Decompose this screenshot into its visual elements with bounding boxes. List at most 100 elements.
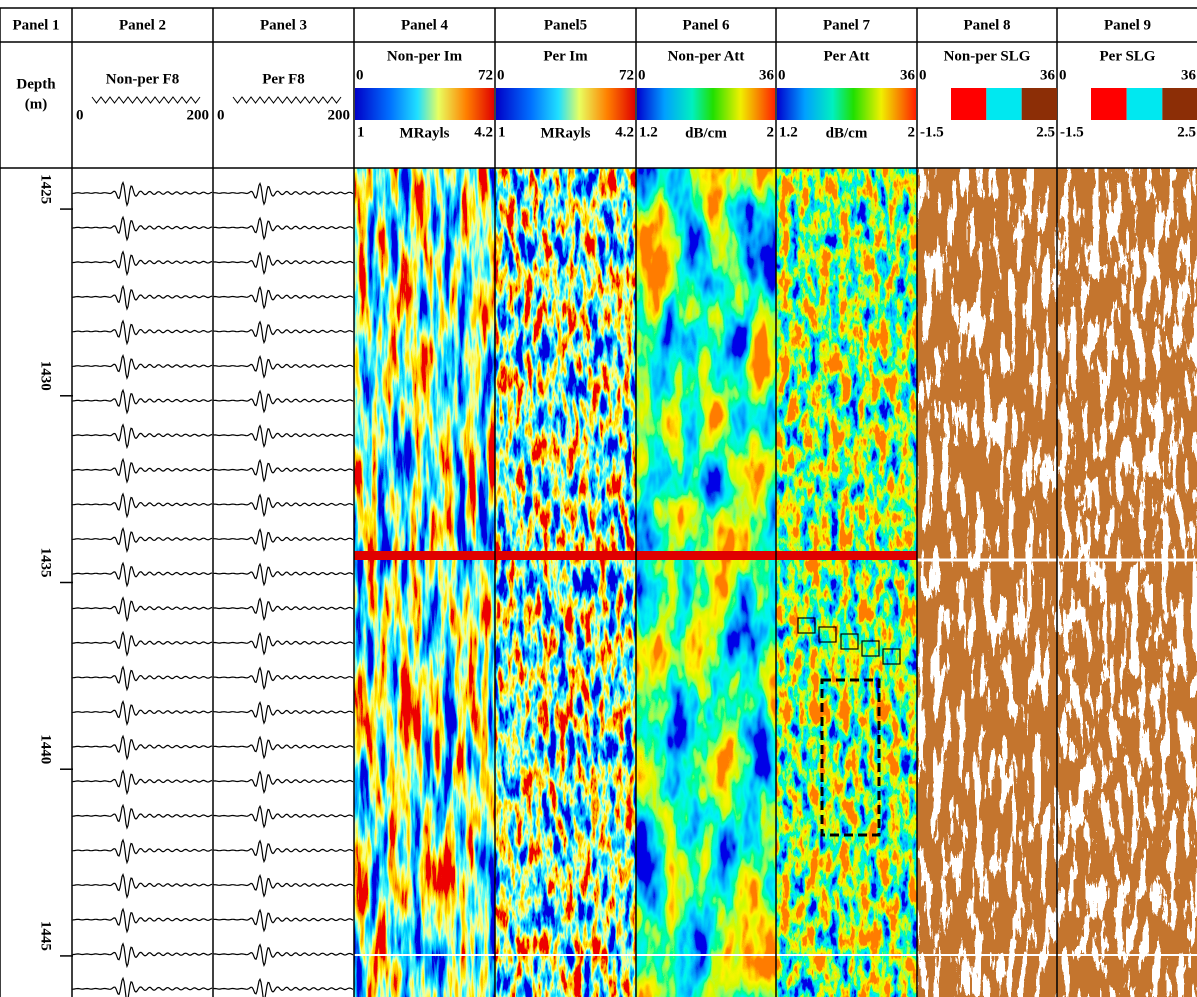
track-label: Per Im [543, 48, 588, 64]
depth-tick-label: 1425 [38, 174, 54, 204]
scale-min: 0 [356, 67, 364, 83]
track-label: Per F8 [262, 71, 305, 87]
waveform [72, 561, 213, 588]
dashed-box [820, 678, 881, 837]
waveform [213, 562, 354, 587]
scale-min: 0 [497, 67, 505, 83]
waveform [72, 250, 213, 277]
depth-unit: (m) [25, 96, 48, 112]
panel-title: Panel 1 [12, 17, 59, 33]
waveform [213, 701, 354, 725]
waveform [72, 803, 213, 830]
waveform [72, 319, 213, 346]
waveform [72, 354, 213, 380]
waveform [213, 182, 354, 206]
waveform [72, 388, 213, 415]
image-log [776, 168, 917, 997]
marker-box [840, 633, 859, 650]
waveform [213, 251, 354, 275]
depth-tick-label: 1435 [38, 548, 54, 578]
scale-min: 0 [919, 67, 927, 83]
waveform [72, 457, 213, 484]
waveform [72, 907, 213, 934]
image-log [1057, 168, 1197, 997]
panel-title: Panel 6 [682, 17, 730, 33]
waveform [72, 527, 213, 553]
colorbar-swatch [1162, 88, 1197, 120]
waveform [72, 181, 213, 207]
scale-max: 72 [619, 67, 634, 83]
waveform [213, 597, 354, 621]
panel-title: Panel 4 [401, 17, 449, 33]
waveform [213, 320, 354, 345]
scale-min: 0 [217, 107, 225, 123]
colorbar-min: 1 [357, 124, 365, 140]
scale-max: 36 [1040, 67, 1056, 83]
waveform [213, 216, 354, 241]
colorbar-max: 2 [767, 124, 775, 140]
waveform [72, 665, 213, 692]
colorbar-max: 4.2 [474, 124, 493, 140]
scale-min: 0 [638, 67, 646, 83]
colorbar [496, 88, 635, 120]
waveform [213, 493, 354, 518]
colorbar-min: -1.5 [920, 124, 944, 140]
waveform [213, 943, 354, 967]
waveform [72, 769, 213, 796]
waveform [72, 700, 213, 726]
colorbar-min: -1.5 [1060, 124, 1084, 140]
colorbar-max: 2 [908, 124, 916, 140]
colorbar-max: 2.5 [1177, 124, 1196, 140]
panel-title: Panel 3 [260, 17, 307, 33]
track-label: Non-per Im [387, 48, 463, 64]
waveform [213, 424, 354, 448]
marker-box [882, 648, 901, 665]
scale-max: 200 [187, 107, 210, 123]
colorbar-min: 1.2 [779, 124, 798, 140]
depth-tick-label: 1430 [38, 361, 54, 391]
waveform [72, 942, 213, 969]
track-label: Non-per F8 [106, 71, 179, 87]
waveform [213, 355, 354, 379]
waveform [213, 839, 354, 864]
scale-max: 72 [478, 67, 493, 83]
scale-min: 0 [1059, 67, 1067, 83]
track-label: Per Att [824, 48, 870, 64]
waveform [213, 977, 354, 997]
waveform [213, 874, 354, 898]
waveform [72, 838, 213, 865]
image-log [636, 168, 776, 997]
scale-max: 36 [1181, 67, 1197, 83]
colorbar-min: 1.2 [639, 124, 658, 140]
waveform [213, 528, 354, 552]
image-log [917, 168, 1057, 997]
unit: dB/cm [826, 125, 868, 141]
colorbar-swatch [951, 88, 987, 120]
scale-max: 36 [759, 67, 775, 83]
scale-min: 0 [76, 107, 84, 123]
marker-box [797, 617, 816, 634]
colorbar [637, 88, 775, 120]
waveform [213, 458, 354, 483]
waveform [213, 666, 354, 691]
scale-max: 36 [900, 67, 916, 83]
waveform [72, 976, 213, 997]
waveform [213, 735, 354, 760]
track-label: Non-per Att [668, 48, 745, 64]
waveform [72, 284, 213, 311]
marker-box [861, 640, 880, 657]
waveform [72, 630, 213, 657]
zigzag [91, 96, 201, 104]
waveform [72, 734, 213, 761]
waveform [72, 596, 213, 623]
panel-title: Panel 8 [963, 17, 1010, 33]
scale-max: 200 [328, 107, 351, 123]
waveform [72, 492, 213, 519]
colorbar-swatch [986, 88, 1022, 120]
marker-box [818, 626, 837, 643]
waveform [213, 770, 354, 794]
image-log [495, 168, 636, 997]
waveform [213, 804, 354, 829]
